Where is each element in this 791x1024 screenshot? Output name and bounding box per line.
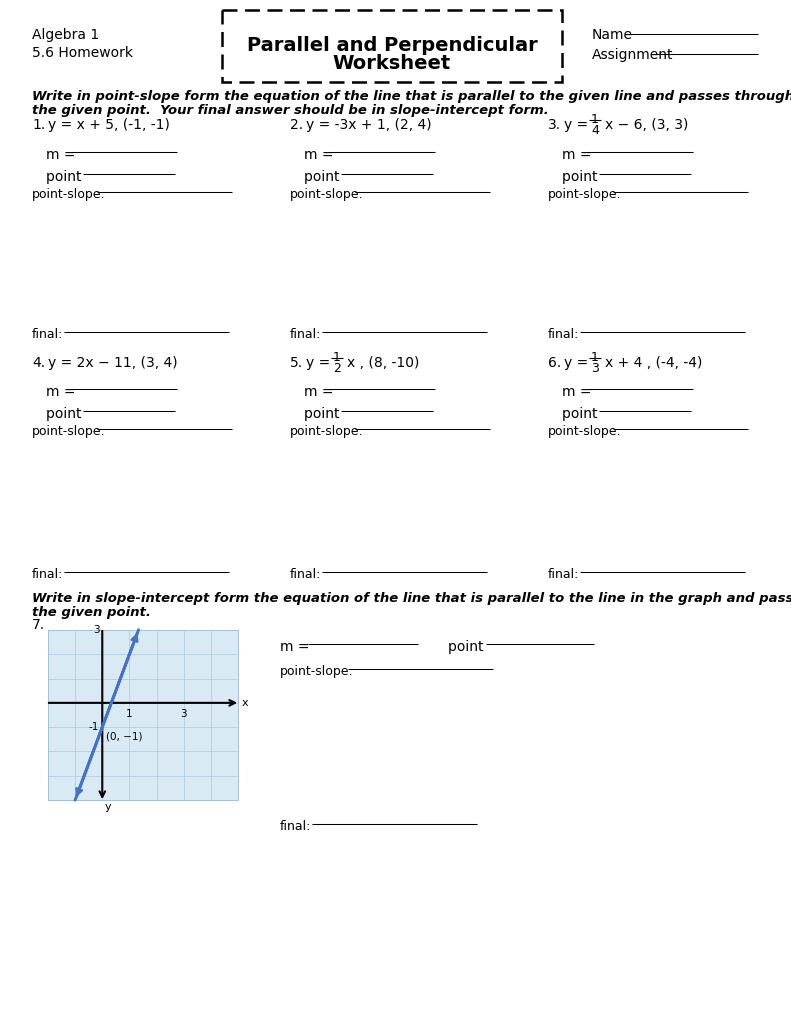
Text: Assignment: Assignment (592, 48, 673, 62)
Text: 3.: 3. (548, 118, 561, 132)
Text: point-slope:: point-slope: (548, 425, 622, 438)
Text: 1: 1 (591, 113, 599, 126)
Text: m =: m = (280, 640, 314, 654)
Text: the given point.  Your final answer should be in slope-intercept form.: the given point. Your final answer shoul… (32, 104, 549, 117)
Text: Name: Name (592, 28, 633, 42)
Text: final:: final: (548, 328, 579, 341)
Text: 1.: 1. (32, 118, 45, 132)
Text: 1: 1 (126, 709, 133, 719)
Text: m =: m = (562, 385, 596, 399)
Text: y: y (104, 802, 111, 812)
Bar (48, 630, 238, 800)
Text: final:: final: (290, 328, 321, 341)
Text: (0, −1): (0, −1) (106, 731, 143, 741)
Text: y =: y = (564, 118, 592, 132)
Text: 3: 3 (93, 625, 100, 635)
Text: 2.: 2. (290, 118, 303, 132)
Text: m =: m = (46, 148, 80, 162)
Text: x − 6, (3, 3): x − 6, (3, 3) (605, 118, 688, 132)
Text: m =: m = (304, 385, 338, 399)
Text: m =: m = (46, 385, 80, 399)
Text: 1: 1 (591, 351, 599, 364)
Text: 1: 1 (333, 351, 341, 364)
Text: 3: 3 (591, 362, 599, 375)
Text: x , (8, -10): x , (8, -10) (347, 356, 419, 370)
Text: 5.: 5. (290, 356, 303, 370)
Text: point: point (562, 407, 602, 421)
Text: final:: final: (32, 568, 63, 581)
Text: 5.6 Homework: 5.6 Homework (32, 46, 133, 60)
Text: point: point (304, 407, 344, 421)
Text: -1: -1 (89, 722, 100, 732)
Text: y =: y = (306, 356, 335, 370)
Text: y = 2x − 11, (3, 4): y = 2x − 11, (3, 4) (48, 356, 178, 370)
Text: point: point (304, 170, 344, 184)
Text: 7.: 7. (32, 618, 45, 632)
Text: point-slope:: point-slope: (290, 188, 364, 201)
Text: y =: y = (564, 356, 592, 370)
Text: the given point.: the given point. (32, 606, 151, 618)
Text: x + 4 , (-4, -4): x + 4 , (-4, -4) (605, 356, 702, 370)
Text: 6.: 6. (548, 356, 562, 370)
Text: final:: final: (548, 568, 579, 581)
Text: final:: final: (290, 568, 321, 581)
Text: 3: 3 (180, 709, 187, 719)
Text: point: point (562, 170, 602, 184)
Text: final:: final: (280, 820, 312, 833)
Text: m =: m = (562, 148, 596, 162)
Text: 2: 2 (333, 362, 341, 375)
Text: point-slope:: point-slope: (290, 425, 364, 438)
Text: m =: m = (304, 148, 338, 162)
Text: Write in slope-intercept form the equation of the line that is parallel to the l: Write in slope-intercept form the equati… (32, 592, 791, 605)
Text: 4.: 4. (32, 356, 45, 370)
Text: point: point (448, 640, 488, 654)
Text: Algebra 1: Algebra 1 (32, 28, 99, 42)
Text: point-slope:: point-slope: (32, 425, 106, 438)
Text: x: x (242, 698, 248, 708)
Text: Worksheet: Worksheet (333, 54, 451, 73)
Text: Parallel and Perpendicular: Parallel and Perpendicular (247, 36, 537, 55)
Text: point: point (46, 170, 86, 184)
Text: point-slope:: point-slope: (280, 665, 354, 678)
Text: point-slope:: point-slope: (548, 188, 622, 201)
Text: y = x + 5, (-1, -1): y = x + 5, (-1, -1) (48, 118, 170, 132)
Text: Write in point-slope form the equation of the line that is parallel to the given: Write in point-slope form the equation o… (32, 90, 791, 103)
Text: y = -3x + 1, (2, 4): y = -3x + 1, (2, 4) (306, 118, 432, 132)
Text: final:: final: (32, 328, 63, 341)
Text: point-slope:: point-slope: (32, 188, 106, 201)
Text: point: point (46, 407, 86, 421)
Text: 4: 4 (591, 124, 599, 137)
